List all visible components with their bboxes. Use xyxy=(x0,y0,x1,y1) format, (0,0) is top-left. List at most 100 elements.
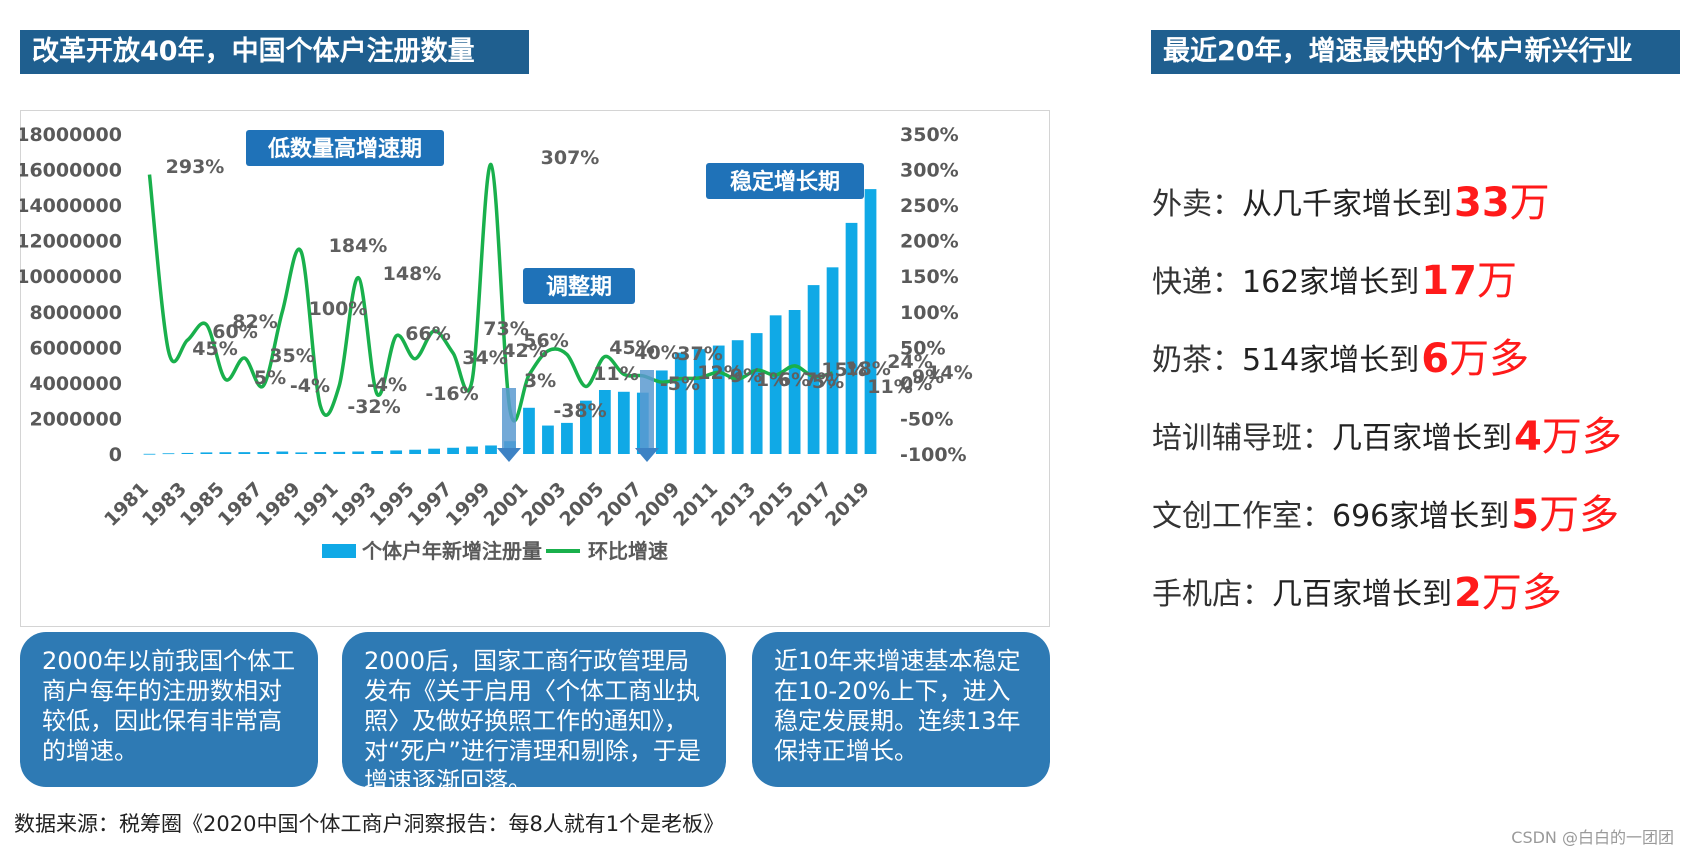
industry-growth-text: 696家增长到 xyxy=(1332,499,1510,534)
line-data-label: 82% xyxy=(232,311,277,333)
bar xyxy=(295,452,308,454)
bar xyxy=(598,390,611,454)
y-right-tick-label: 100% xyxy=(900,302,959,324)
bar xyxy=(409,449,422,454)
bar xyxy=(712,345,725,454)
bar xyxy=(788,310,801,454)
y-left-tick-label: 10000000 xyxy=(20,266,122,288)
industry-name: 奶茶： xyxy=(1152,343,1242,378)
line-data-label: 3% xyxy=(524,370,556,392)
line-data-label: 15% xyxy=(821,359,866,381)
y-right-tick-label: 0% xyxy=(900,373,932,395)
bar xyxy=(693,349,706,454)
line-data-label: 11% xyxy=(593,363,638,385)
industry-item: 文创工作室： 696家增长到 5万多 xyxy=(1152,457,1672,535)
industry-name: 手机店： xyxy=(1152,577,1272,612)
line-data-label: -4% xyxy=(290,375,330,397)
bar xyxy=(769,315,782,454)
line-data-label: 7% xyxy=(804,369,836,391)
growth-rate-line xyxy=(147,162,833,423)
industry-highlight-number: 2 xyxy=(1454,570,1482,616)
phase-arrow-head xyxy=(497,448,521,462)
phase-label: 稳定增长期 xyxy=(730,169,840,195)
bar xyxy=(200,452,213,454)
industry-highlight-number: 6 xyxy=(1421,336,1450,382)
bar xyxy=(561,422,573,454)
industry-highlight-unit: 万 xyxy=(1476,258,1517,304)
phase-label: 低数量高增速期 xyxy=(267,136,422,162)
industry-highlight: 2万多 xyxy=(1454,573,1562,613)
line-data-label: 56% xyxy=(523,330,568,352)
bar xyxy=(181,452,194,454)
bar xyxy=(314,452,327,454)
industry-growth-text: 514家增长到 xyxy=(1242,343,1420,378)
right-title: 最近20年，增速最快的个体户新兴行业 xyxy=(1151,30,1680,74)
bar xyxy=(162,453,175,455)
industry-highlight: 6万多 xyxy=(1421,339,1529,379)
watermark: CSDN @白白的一团团 xyxy=(1511,828,1674,847)
line-data-label: 11% xyxy=(867,376,912,398)
industry-highlight-number: 4 xyxy=(1514,414,1542,460)
line-data-label: 40% xyxy=(634,342,679,364)
phase-label-box xyxy=(246,130,444,166)
bar xyxy=(371,450,384,454)
y-right-tick-label: -100% xyxy=(900,444,967,466)
industry-highlight: 4万多 xyxy=(1514,417,1622,457)
phase-arrow-head xyxy=(635,448,659,462)
phase-label-box xyxy=(523,268,635,304)
left-title: 改革开放40年，中国个体户注册数量 xyxy=(20,30,529,74)
industry-item: 外卖： 从几千家增长到 33万 xyxy=(1152,145,1672,223)
line-data-label: 60% xyxy=(212,321,257,343)
industry-name: 外卖： xyxy=(1152,187,1242,222)
industry-growth-text: 几百家增长到 xyxy=(1272,577,1452,612)
bar xyxy=(523,407,535,454)
legend-bar-swatch xyxy=(322,544,356,558)
y-left-tick-label: 2000000 xyxy=(29,408,122,430)
bar xyxy=(580,400,592,454)
industry-item: 快递： 162家增长到 17万 xyxy=(1152,223,1672,301)
line-data-label: 42% xyxy=(502,340,547,362)
industry-highlight-number: 17 xyxy=(1421,258,1477,304)
bar xyxy=(447,447,459,454)
bar xyxy=(352,451,365,454)
line-data-label: 12% xyxy=(697,362,742,384)
line-data-label: 24% xyxy=(887,351,932,373)
line-data-label: 9% xyxy=(730,365,762,387)
industry-highlight: 33万 xyxy=(1454,183,1550,223)
bar xyxy=(750,333,763,454)
bar xyxy=(143,453,156,455)
bar xyxy=(257,452,270,454)
y-right-tick-label: -50% xyxy=(900,408,953,430)
line-data-label: 9% xyxy=(912,366,944,388)
bar xyxy=(864,189,877,454)
line-data-label: -4% xyxy=(367,374,407,396)
industry-list: 外卖： 从几千家增长到 33万 快递： 162家增长到 17万 奶茶： 514家增长到 6万多培… xyxy=(1152,145,1672,613)
bar xyxy=(390,450,403,454)
legend-line-label: 环比增速 xyxy=(588,539,668,563)
line-data-label: 45% xyxy=(609,337,654,359)
line-data-label: 18% xyxy=(845,358,890,380)
industry-highlight-unit: 万多 xyxy=(1481,570,1562,616)
industry-highlight-number: 5 xyxy=(1511,492,1540,538)
bar xyxy=(219,452,232,454)
line-data-label: 34% xyxy=(462,347,507,369)
bar xyxy=(542,425,554,454)
registration-chart: 0 2000000 4000000 6000000 8000000 10000000 120… xyxy=(20,124,973,563)
industry-highlight-unit: 万 xyxy=(1509,180,1550,226)
y-right-tick-label: 150% xyxy=(900,266,959,288)
line-data-label: 66% xyxy=(405,323,450,345)
y-right-tick-label: 350% xyxy=(900,124,959,146)
line-data-label: -16% xyxy=(425,383,478,405)
industry-highlight: 5万多 xyxy=(1511,495,1619,535)
line-data-label: 293% xyxy=(166,156,225,178)
line-data-label: 73% xyxy=(483,318,528,340)
line-data-label: 307% xyxy=(541,147,600,169)
y-left-tick-label: 6000000 xyxy=(29,337,122,359)
industry-highlight-unit: 万多 xyxy=(1541,414,1622,460)
industry-highlight-unit: 万多 xyxy=(1539,492,1620,538)
y-left-tick-label: 18000000 xyxy=(20,124,122,146)
line-data-label: 5% xyxy=(812,371,844,393)
line-data-label: 5% xyxy=(254,367,286,389)
phase-arrow-shaft xyxy=(502,388,516,450)
industry-highlight: 17万 xyxy=(1421,261,1517,301)
